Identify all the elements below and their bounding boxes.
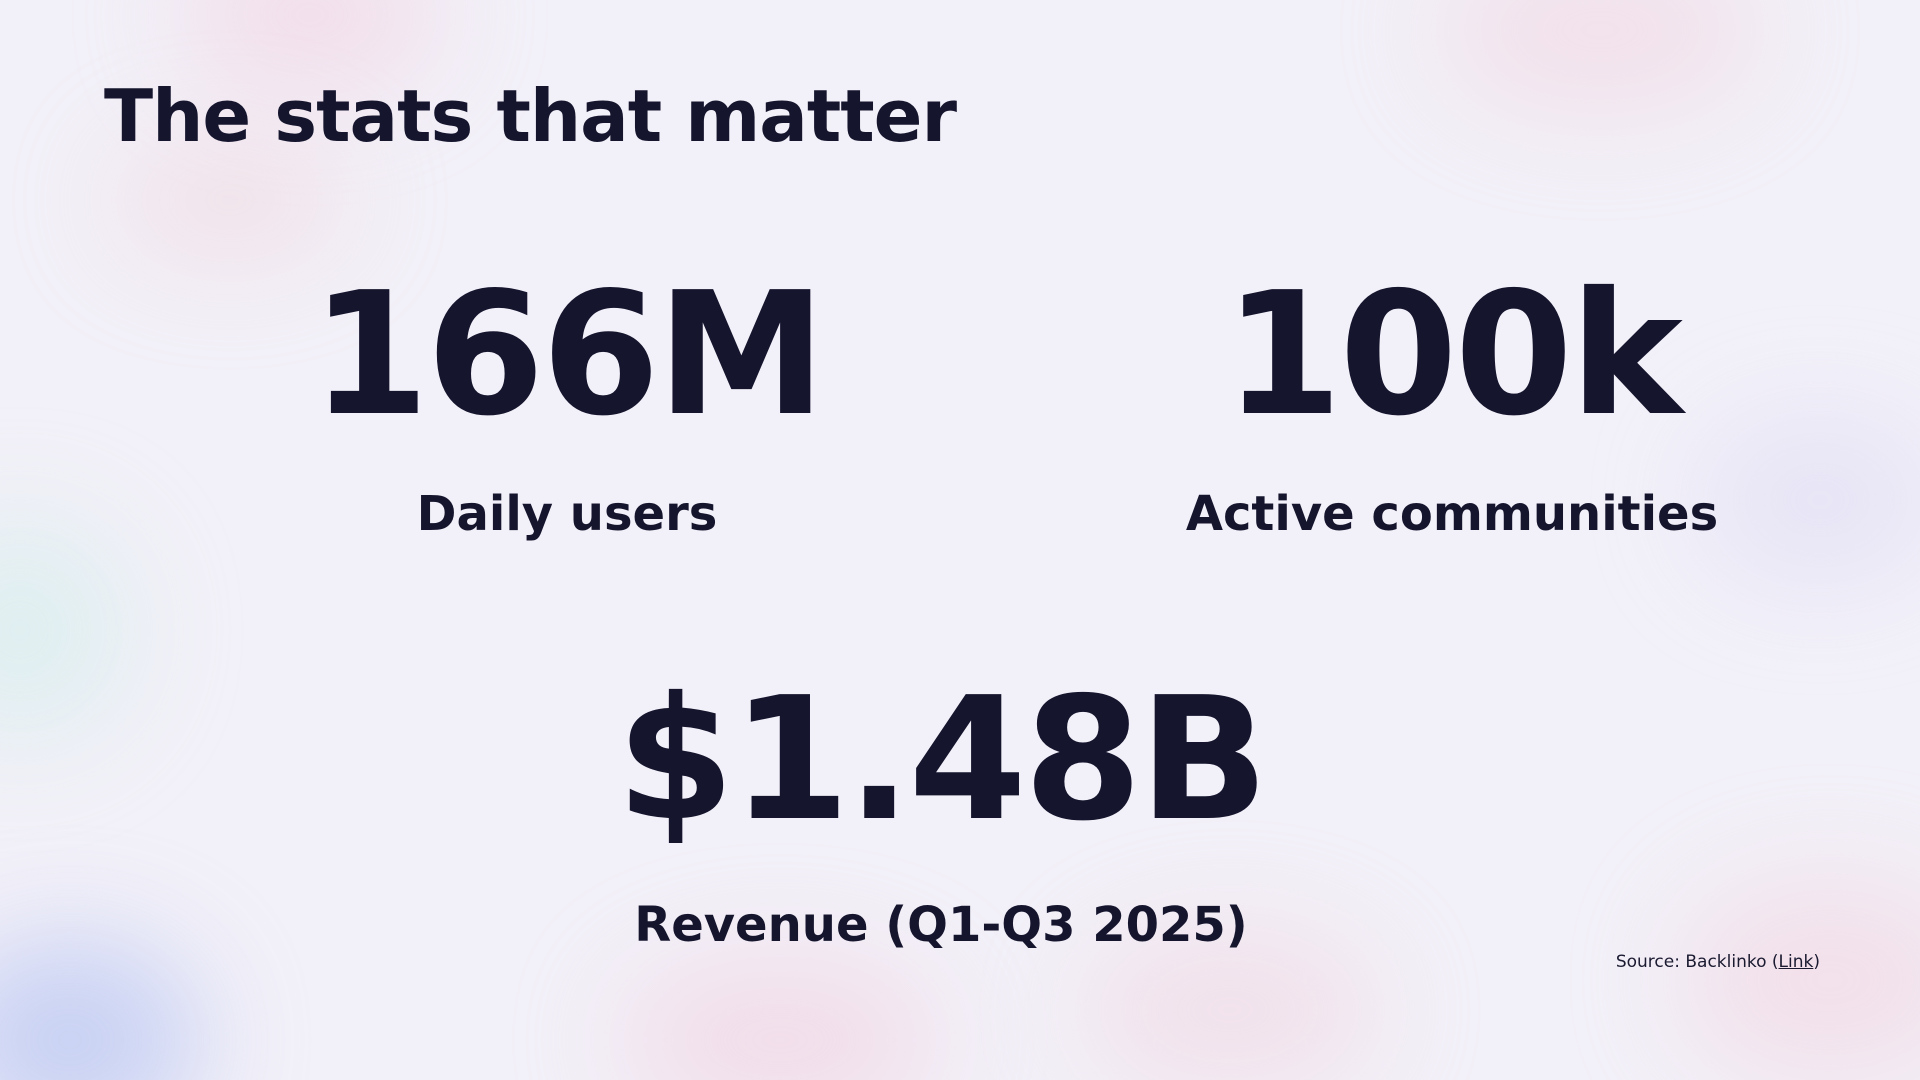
- background-blob: [0, 520, 130, 740]
- background-blob: [110, 140, 350, 260]
- stat-active-communities: 100k Active communities: [1186, 270, 1718, 544]
- stat-revenue: $1.48B Revenue (Q1-Q3 2025): [616, 661, 1268, 955]
- source-link[interactable]: Link: [1778, 952, 1814, 972]
- stat-value-daily-users: 166M: [310, 256, 826, 454]
- stat-label-daily-users: Daily users: [416, 486, 718, 542]
- stat-label-active-communities: Active communities: [1185, 486, 1719, 542]
- background-blob: [1680, 880, 1920, 1080]
- stat-value-revenue: $1.48B: [616, 661, 1268, 859]
- slide-title: The stats that matter: [104, 74, 957, 158]
- stat-label-revenue: Revenue (Q1-Q3 2025): [634, 897, 1248, 953]
- background-blob: [620, 960, 940, 1080]
- background-blob: [0, 940, 200, 1080]
- source-text-prefix: Source: Backlinko (: [1615, 952, 1779, 972]
- background-blob: [1440, 0, 1760, 110]
- background-blob: [1700, 420, 1920, 580]
- source-attribution: Source: Backlinko (Link): [1616, 952, 1820, 972]
- stat-value-active-communities: 100k: [1224, 256, 1683, 454]
- stat-daily-users: 166M Daily users: [310, 256, 826, 544]
- source-text-suffix: ): [1813, 952, 1820, 972]
